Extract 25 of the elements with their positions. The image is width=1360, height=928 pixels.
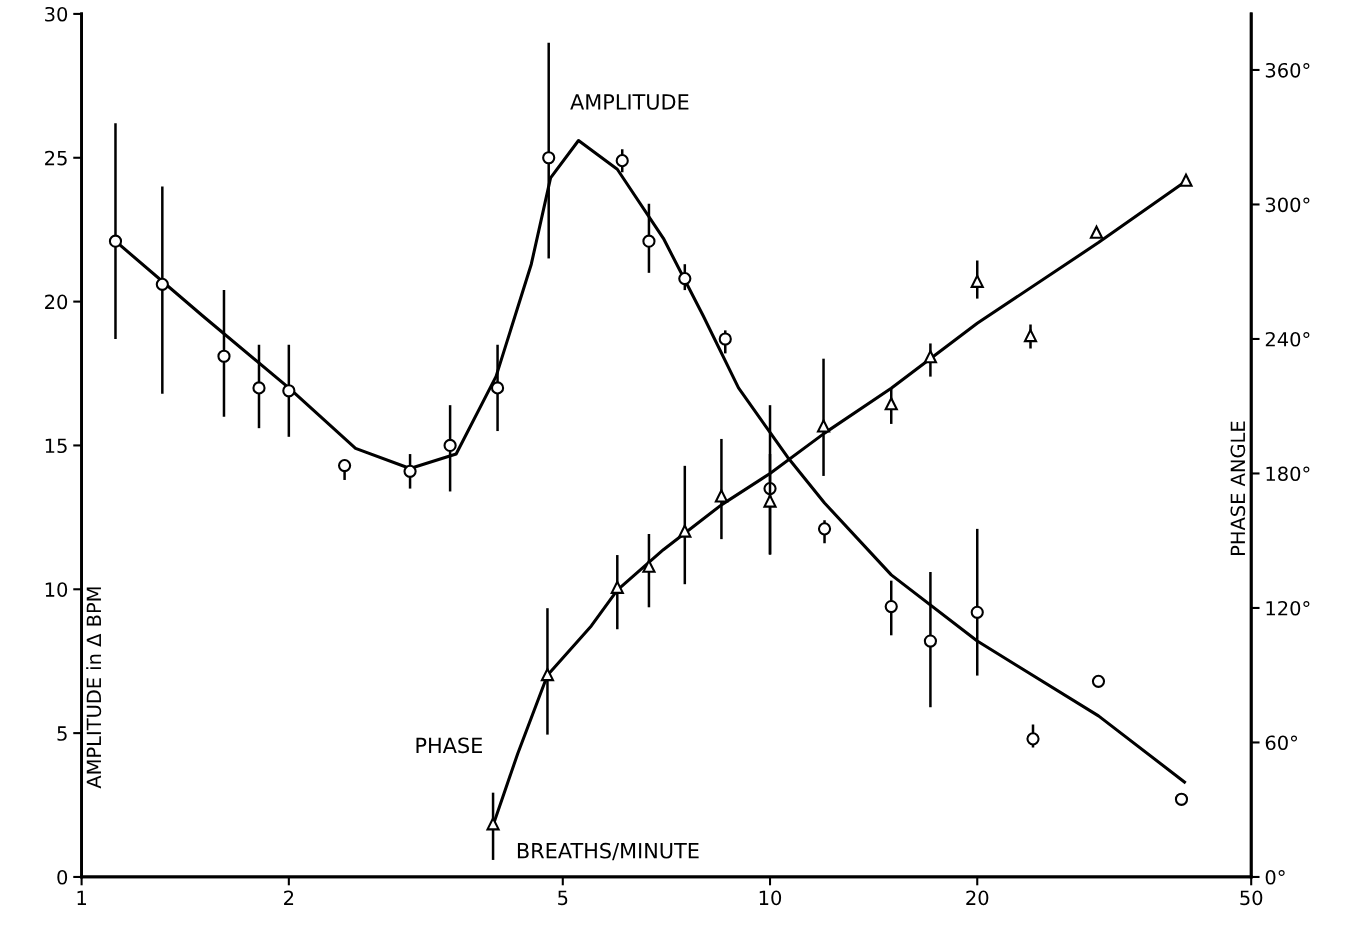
x-tick-label: 1: [77, 890, 86, 905]
y-tick-label: 30: [45, 6, 68, 22]
x-tick-label: 5: [558, 890, 568, 906]
y2-tick-label: 240°: [1265, 331, 1310, 347]
annotation: AMPLITUDE: [570, 94, 689, 110]
x-tick-label: 20: [966, 890, 989, 906]
y-axis-title: AMPLITUDE in Δ BPM: [86, 587, 102, 789]
annotation: PHASE: [416, 737, 482, 754]
x-tick-label: 10: [759, 890, 782, 906]
x-tick-label: 50: [1240, 890, 1263, 906]
y-tick-label: 25: [45, 150, 67, 166]
y2-tick-label: 180°: [1266, 466, 1310, 482]
x-axis-title: BREATHS/MINUTE: [517, 842, 699, 861]
y-tick-label: 5: [57, 726, 67, 741]
y2-tick-label: 60°: [1265, 735, 1298, 751]
y-tick-label: 0: [57, 869, 68, 885]
y-tick-label: 10: [45, 582, 68, 597]
y2-tick-label: 360°: [1265, 62, 1310, 78]
y2-tick-label: 0°: [1265, 869, 1285, 885]
y2-axis-title: PHASE ANGLE: [1230, 421, 1246, 555]
y2-tick-label: 120°: [1266, 600, 1310, 616]
y-tick-label: 20: [45, 294, 68, 310]
y-tick-label: 15: [45, 438, 67, 454]
y2-tick-label: 300°: [1265, 197, 1310, 213]
x-tick-label: 2: [284, 890, 294, 905]
